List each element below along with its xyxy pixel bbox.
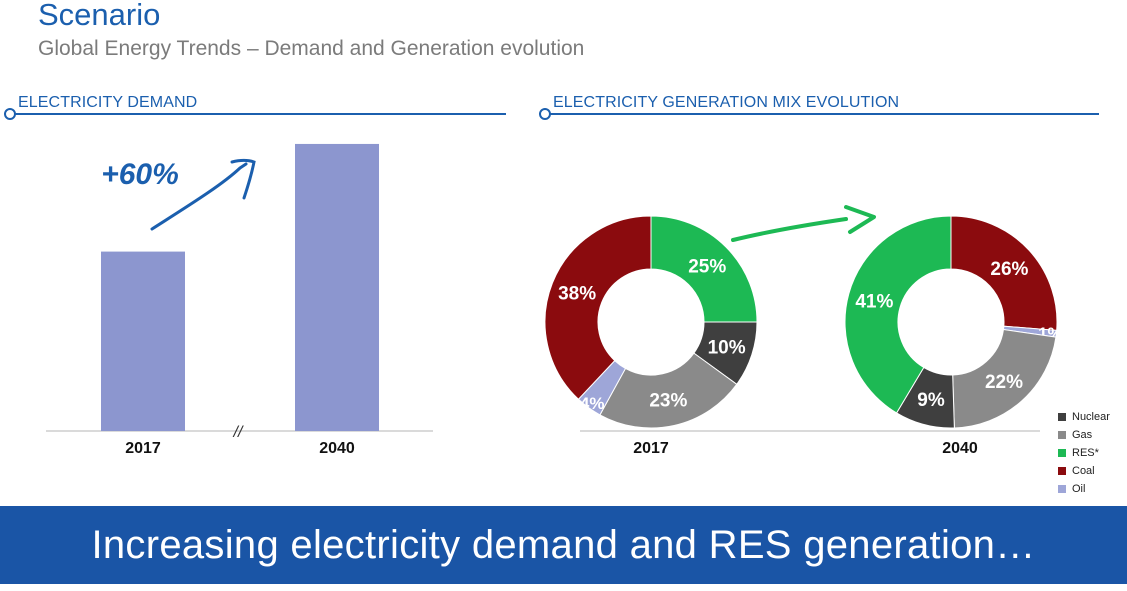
slice-label-2040-res: 41%	[855, 292, 893, 313]
growth-annotation: +60%	[101, 158, 179, 191]
legend-swatch-gas	[1058, 431, 1066, 439]
legend-item-nuclear: Nuclear	[1058, 408, 1110, 426]
mix-legend: Nuclear Gas RES* Coal Oil	[1058, 408, 1110, 498]
slice-2017-res	[650, 215, 758, 323]
legend-item-res: RES*	[1058, 444, 1110, 462]
donut-year-label-2017: 2017	[633, 440, 669, 457]
legend-swatch-nuclear	[1058, 413, 1066, 421]
mix-section-title: ELECTRICITY GENERATION MIX EVOLUTION	[553, 94, 900, 111]
bar-2017	[101, 251, 185, 431]
demand-header-dot	[4, 108, 16, 120]
bar-tick-label-2040: 2040	[319, 440, 355, 457]
growth-arrow	[150, 159, 256, 231]
banner-text: Increasing electricity demand and RES ge…	[91, 522, 1036, 567]
slice-label-2040-gas: 22%	[985, 372, 1023, 393]
axis-break-mark: //	[233, 424, 244, 441]
charts-canvas: // +60% 2017 2040 25%10%23%4%38%201726%1%…	[46, 143, 1063, 457]
mix-header-dot	[539, 108, 551, 120]
bar-2040	[295, 143, 379, 432]
bar-tick-label-2017: 2017	[125, 440, 161, 457]
legend-label-oil: Oil	[1072, 483, 1086, 495]
legend-label-gas: Gas	[1072, 429, 1093, 441]
legend-swatch-coal	[1058, 467, 1066, 475]
legend-item-oil: Oil	[1058, 480, 1110, 498]
slice-2017-gas	[599, 352, 738, 429]
demand-header-rule	[14, 113, 506, 115]
slice-label-2017-nuclear: 10%	[708, 337, 746, 358]
slice-label-2017-gas: 23%	[649, 390, 687, 411]
legend-label-coal: Coal	[1072, 465, 1095, 477]
legend-label-res: RES*	[1072, 447, 1099, 459]
demand-section-title: ELECTRICITY DEMAND	[18, 94, 198, 111]
slice-2040-coal	[950, 215, 1058, 331]
legend-item-coal: Coal	[1058, 462, 1110, 480]
donut-year-label-2040: 2040	[942, 440, 978, 457]
transition-arrow-shaft	[731, 217, 848, 242]
mix-header-rule	[549, 113, 1099, 115]
slice-label-2040-coal: 26%	[990, 259, 1028, 280]
page-title: Scenario	[38, 0, 161, 32]
legend-item-gas: Gas	[1058, 426, 1110, 444]
mix-section-header: ELECTRICITY GENERATION MIX EVOLUTION	[539, 92, 1099, 120]
legend-label-nuclear: Nuclear	[1072, 411, 1110, 423]
slice-label-2017-oil: 4%	[580, 394, 605, 413]
slice-label-2017-res: 25%	[688, 257, 726, 278]
demand-section-header: ELECTRICITY DEMAND	[4, 92, 506, 120]
transition-arrow-head	[844, 205, 876, 234]
page-subtitle: Global Energy Trends – Demand and Genera…	[38, 37, 585, 60]
slice-label-2040-nuclear: 9%	[917, 390, 945, 411]
demand-bar-chart: // +60% 2017 2040	[46, 143, 433, 457]
conclusion-banner: Increasing electricity demand and RES ge…	[0, 506, 1127, 584]
slice-label-2017-coal: 38%	[558, 284, 596, 305]
legend-swatch-res	[1058, 449, 1066, 457]
legend-swatch-oil	[1058, 485, 1066, 493]
slice-2040-res	[844, 215, 952, 414]
slice-2017-coal	[544, 215, 652, 400]
slice-2040-gas	[952, 328, 1057, 429]
